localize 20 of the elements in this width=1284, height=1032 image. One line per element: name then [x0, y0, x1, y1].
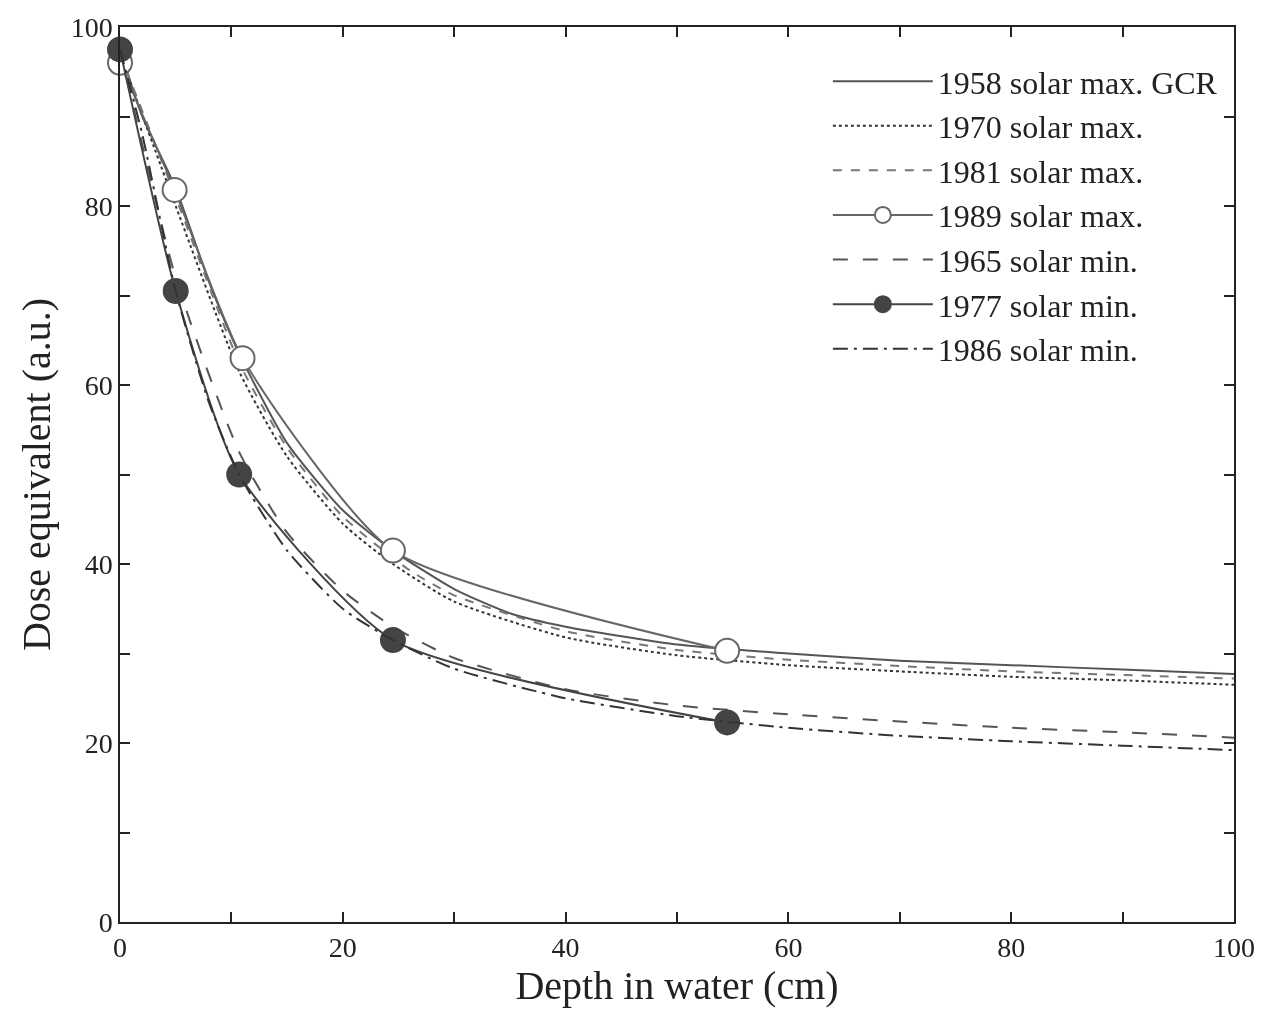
legend-label: 1989 solar max. — [937, 198, 1144, 235]
x-tick-label: 60 — [774, 932, 803, 964]
legend-label: 1958 solar max. GCR — [937, 64, 1218, 101]
y-axis-title: Dose equivalent (a.u.) — [13, 297, 59, 652]
legend-label: 1970 solar max. — [937, 109, 1144, 146]
y-tick-label: 80 — [84, 190, 113, 222]
x-axis-title: Depth in water (cm) — [515, 963, 839, 1009]
legend-label: 1965 solar min. — [937, 243, 1138, 280]
x-tick-label: 80 — [997, 932, 1026, 964]
legend-label: 1986 solar min. — [937, 332, 1138, 369]
y-tick-label: 40 — [84, 548, 113, 580]
y-tick-label: 20 — [84, 727, 113, 759]
y-tick-label: 60 — [84, 369, 113, 401]
x-tick-label: 100 — [1213, 932, 1255, 964]
x-tick-label: 40 — [551, 932, 580, 964]
y-tick-label: 0 — [98, 906, 113, 938]
x-tick-label: 20 — [328, 932, 357, 964]
legend-label: 1981 solar max. — [937, 153, 1144, 190]
y-tick-label: 100 — [70, 11, 113, 43]
legend-label: 1977 solar min. — [937, 287, 1138, 324]
